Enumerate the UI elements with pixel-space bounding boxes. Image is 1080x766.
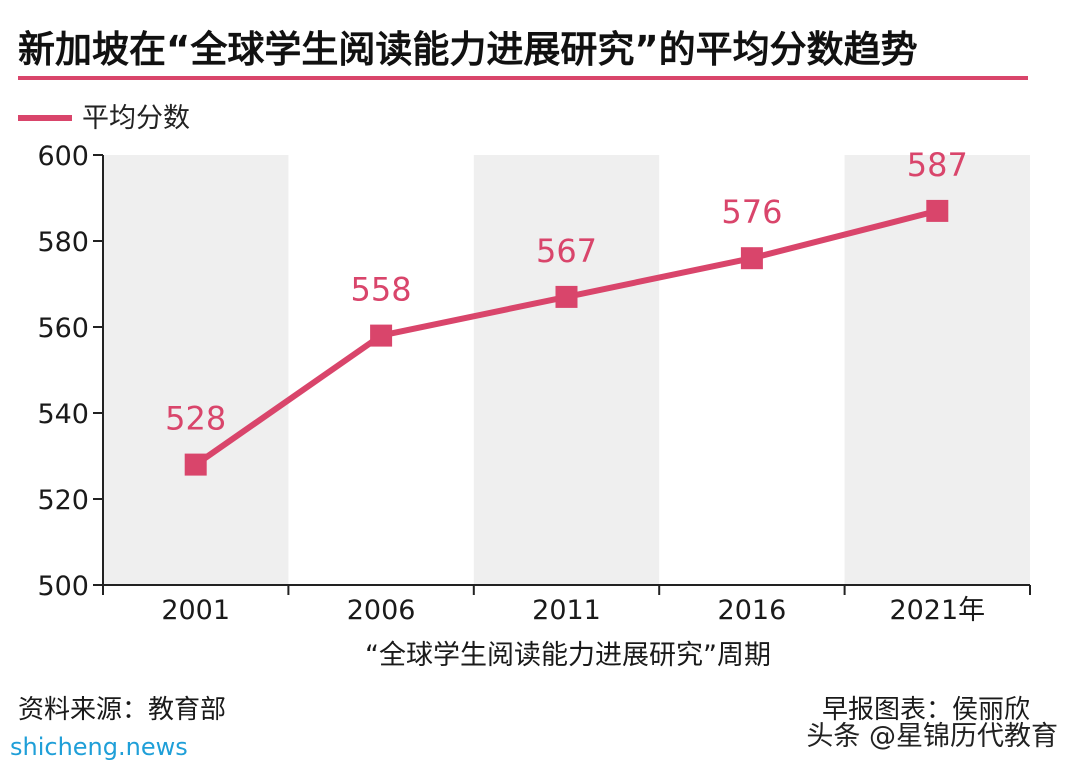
y-tick-label: 500 bbox=[37, 571, 89, 602]
y-tick-label: 520 bbox=[37, 485, 89, 516]
chart-title: 新加坡在“全球学生阅读能力进展研究”的平均分数趋势 bbox=[18, 28, 918, 71]
y-tick-label: 560 bbox=[37, 313, 89, 344]
site-watermark: shicheng.news bbox=[10, 733, 188, 761]
data-label: 567 bbox=[536, 232, 597, 270]
data-point-2006 bbox=[370, 324, 393, 347]
x-axis-ticks: 2001 2006 2011 2016 2021年 bbox=[102, 585, 1031, 626]
band-0 bbox=[103, 155, 289, 585]
x-tick-label: 2016 bbox=[718, 595, 787, 626]
data-point-2001 bbox=[184, 453, 207, 476]
x-tick-label: 2021年 bbox=[889, 595, 985, 626]
x-tick-label: 2011 bbox=[532, 595, 601, 626]
data-labels: 528 558 567 576 587 bbox=[165, 146, 968, 438]
y-tick-label: 600 bbox=[37, 141, 89, 172]
data-label: 558 bbox=[351, 271, 412, 309]
data-label: 528 bbox=[165, 400, 226, 438]
axes bbox=[102, 155, 1030, 586]
title-underline bbox=[18, 76, 1028, 80]
data-point-2011 bbox=[555, 285, 578, 308]
x-axis-label: “全球学生阅读能力进展研究”周期 bbox=[365, 640, 771, 671]
y-axis-ticks: 500 520 540 560 580 600 bbox=[37, 141, 103, 602]
series-line bbox=[184, 199, 949, 476]
data-label: 587 bbox=[907, 146, 968, 184]
toutiao-credit: 头条 @星锦历代教育 bbox=[806, 721, 1058, 752]
x-tick-label: 2006 bbox=[347, 595, 416, 626]
x-tick-label: 2001 bbox=[161, 595, 230, 626]
legend-label: 平均分数 bbox=[82, 103, 190, 134]
y-tick-label: 580 bbox=[37, 227, 89, 258]
band-2 bbox=[473, 155, 660, 585]
legend: 平均分数 bbox=[18, 103, 190, 134]
chart-credit: 早报图表：侯丽欣 bbox=[822, 695, 1030, 725]
background-bands bbox=[103, 155, 1030, 585]
y-tick-label: 540 bbox=[37, 399, 89, 430]
data-label: 576 bbox=[721, 193, 782, 231]
data-point-2016 bbox=[740, 247, 763, 270]
source-note: 资料来源：教育部 bbox=[18, 695, 226, 725]
data-point-2021年 bbox=[926, 199, 949, 222]
